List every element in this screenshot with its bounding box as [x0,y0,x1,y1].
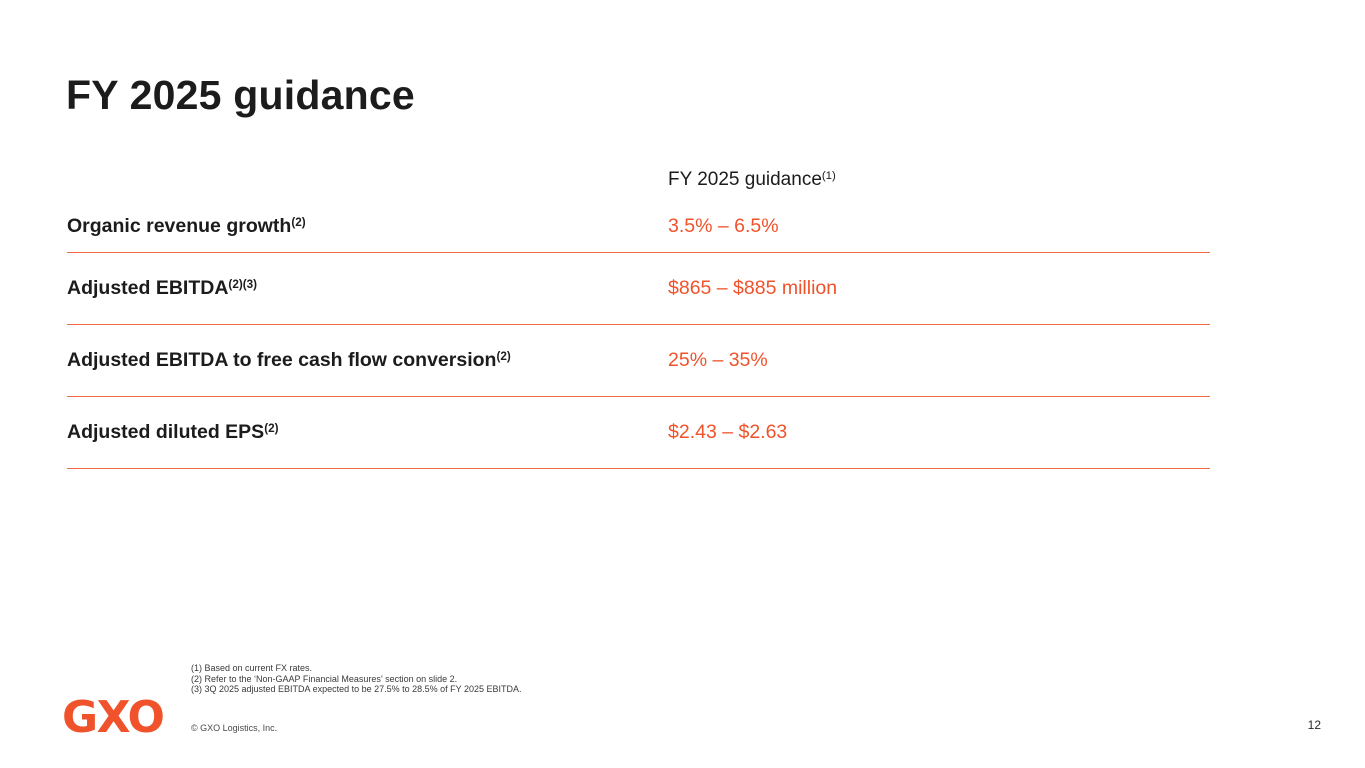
footnotes: (1) Based on current FX rates. (2) Refer… [191,663,522,695]
column-header-footnote-ref: (1) [821,169,836,182]
row-label-text: Adjusted EBITDA [67,277,229,299]
page-number: 12 [1307,718,1321,732]
footnote-ref: (2)(3) [228,277,257,291]
row-value: $2.43 – $2.63 [668,421,788,443]
footnote-line: (2) Refer to the ‘Non-GAAP Financial Mea… [191,673,458,684]
row-value: $865 – $885 million [668,277,838,299]
table-row: Adjusted diluted EPS(2) $2.43 – $2.63 [67,397,1210,469]
footnote-ref: (2) [496,349,511,363]
footnote-line: (3) 3Q 2025 adjusted EBITDA expected to … [191,684,522,694]
footnote-ref: (2) [264,421,279,435]
row-label-text: Organic revenue growth [67,215,292,237]
table-row: Adjusted EBITDA to free cash flow conver… [67,325,1210,397]
footnote-line: (1) Based on current FX rates. [191,663,313,673]
row-label-text: Adjusted diluted EPS [67,421,265,443]
page-title: FY 2025 guidance [66,72,415,118]
row-value: 25% – 35% [668,349,768,371]
table-row: Adjusted EBITDA(2)(3) $865 – $885 millio… [67,253,1210,325]
column-header: FY 2025 guidance(1) [668,165,1210,201]
row-label: Adjusted diluted EPS(2) [67,421,668,444]
table-row: Organic revenue growth(2) 3.5% – 6.5% [67,201,1210,253]
column-header-label: FY 2025 guidance [668,169,822,190]
row-value: 3.5% – 6.5% [668,215,779,237]
copyright-text: © GXO Logistics, Inc. [191,723,278,733]
row-label: Adjusted EBITDA to free cash flow conver… [67,349,668,372]
row-label-text: Adjusted EBITDA to free cash flow conver… [67,349,497,371]
row-label: Adjusted EBITDA(2)(3) [67,277,668,300]
row-label: Organic revenue growth(2) [67,215,668,238]
footnote-ref: (2) [291,215,306,229]
guidance-table: FY 2025 guidance(1) Organic revenue grow… [67,165,1210,469]
gxo-logo: GXO [62,692,165,743]
